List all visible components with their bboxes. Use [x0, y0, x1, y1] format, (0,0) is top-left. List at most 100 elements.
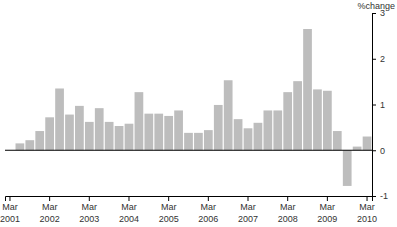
x-tick-label-line: 2010	[357, 214, 377, 224]
x-tick-mark	[9, 196, 10, 201]
bar	[224, 80, 233, 150]
x-tick-mark	[128, 196, 129, 201]
x-tick-label-line: 2002	[40, 214, 60, 224]
bar	[204, 130, 213, 150]
y-axis-title: %change	[357, 1, 395, 11]
x-tick-label: Mar 2005	[159, 202, 179, 223]
x-tick-label: Mar2004	[119, 202, 139, 223]
x-tick-label: Mar 2010	[357, 202, 377, 223]
bar	[16, 143, 25, 150]
x-tick-mark	[89, 196, 90, 201]
x-tick-mark	[327, 196, 328, 201]
y-tick-label: -1	[380, 191, 388, 201]
x-tick-label-line: 2008	[278, 214, 298, 224]
x-tick-label-line: 2005	[159, 214, 179, 224]
x-tick: Mar2004	[119, 196, 139, 224]
y-tick-label: 2	[380, 54, 385, 64]
y-tick-mark	[372, 13, 376, 14]
bar	[35, 131, 44, 150]
bar	[244, 128, 253, 150]
x-tick-label-line: Mar	[359, 202, 375, 212]
bar	[323, 91, 332, 150]
x-tick-label-line: Mar	[2, 202, 18, 212]
x-tick-label-line: Mar	[240, 202, 256, 212]
bar	[343, 150, 352, 186]
y-tick: 2	[372, 54, 385, 64]
bar	[105, 122, 114, 150]
x-tick: Mar 2007	[238, 196, 258, 224]
y-tick-mark	[372, 105, 376, 106]
bar	[125, 124, 134, 151]
bar	[303, 29, 312, 150]
x-tick-label-line: Mar	[201, 202, 217, 212]
x-tick-label: Mar 2006	[198, 202, 218, 223]
y-tick: 1	[372, 100, 385, 110]
x-tick-label-line: 2003	[79, 214, 99, 224]
x-tick-mark	[49, 196, 50, 201]
x-tick: Mar 2008	[278, 196, 298, 224]
bar	[333, 131, 342, 150]
x-tick-label-line: Mar	[161, 202, 177, 212]
x-tick-label: Mar2003	[79, 202, 99, 223]
y-tick-mark	[372, 196, 376, 197]
x-tick-label: Mar 2001	[0, 202, 20, 223]
x-tick-mark	[168, 196, 169, 201]
bar	[65, 115, 74, 151]
bar	[273, 110, 282, 150]
x-tick-mark	[367, 196, 368, 201]
x-tick: Mar 2006	[198, 196, 218, 224]
y-tick: 0	[372, 146, 385, 156]
x-tick: Mar 2001	[0, 196, 20, 224]
bar	[214, 105, 223, 150]
x-tick-label: Mar 2008	[278, 202, 298, 223]
x-tick: Mar 2005	[159, 196, 179, 224]
y-axis-line	[373, 14, 377, 197]
x-tick-label-line: 2001	[0, 214, 20, 224]
x-tick-label-line: Mar	[320, 202, 336, 212]
bar	[283, 92, 292, 150]
x-tick-label-line: Mar	[280, 202, 296, 212]
bar	[184, 133, 193, 150]
bar	[174, 110, 183, 150]
chart: Mar2001Mar2002Mar2003Mar2004Mar2005Mar20…	[0, 0, 397, 227]
bar	[95, 108, 104, 150]
x-tick-label-line: Mar	[121, 202, 137, 212]
bar	[144, 114, 153, 151]
x-tick-mark	[208, 196, 209, 201]
x-tick-mark	[248, 196, 249, 201]
x-tick: Mar2003	[79, 196, 99, 224]
bar	[75, 106, 84, 150]
x-tick-label-line: Mar	[42, 202, 58, 212]
bar	[254, 123, 263, 150]
baseline	[5, 150, 372, 151]
x-tick: Mar 2010	[357, 196, 377, 224]
bar	[293, 81, 302, 150]
x-tick-mark	[287, 196, 288, 201]
bar	[154, 114, 163, 151]
x-tick-label-line: 2007	[238, 214, 258, 224]
bar	[135, 92, 144, 150]
bar	[115, 126, 124, 150]
y-tick-mark	[372, 150, 376, 151]
x-tick-label-line: 2009	[317, 214, 337, 224]
y-tick-label: 1	[380, 100, 385, 110]
x-tick-label: Mar 2009	[317, 202, 337, 223]
bar	[25, 140, 34, 150]
bar	[164, 116, 173, 150]
bar	[234, 119, 243, 150]
x-tick-label: Mar 2002	[40, 202, 60, 223]
bar	[85, 122, 94, 150]
bar	[194, 133, 203, 150]
bar	[353, 147, 362, 151]
plot: Mar2001Mar2002Mar2003Mar2004Mar2005Mar20…	[0, 8, 388, 223]
bar	[313, 89, 322, 150]
x-tick: Mar 2002	[40, 196, 60, 224]
bar	[263, 110, 272, 150]
x-tick-label-line: 2006	[198, 214, 218, 224]
bar	[45, 117, 54, 150]
x-tick: Mar 2009	[317, 196, 337, 224]
y-tick-label: 0	[380, 146, 385, 156]
bars	[16, 29, 372, 186]
bar	[363, 137, 372, 151]
y-tick-mark	[372, 59, 376, 60]
